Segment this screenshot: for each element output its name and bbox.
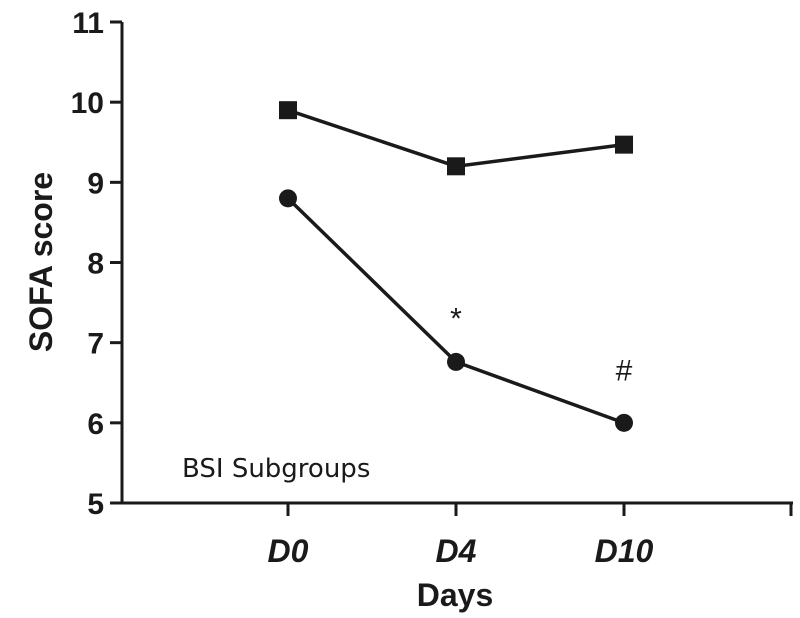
significance-marker: # — [616, 355, 633, 388]
x-axis-label: Days — [417, 577, 494, 613]
x-tick-label: D0 — [268, 533, 309, 569]
series-layer — [279, 101, 633, 432]
data-point-circle — [447, 352, 465, 371]
y-tick-label: 6 — [87, 408, 104, 441]
y-axis-label: SOFA score — [23, 172, 59, 352]
y-tick-label: 7 — [87, 328, 104, 361]
data-point-circle — [615, 413, 633, 432]
y-tick-label: 11 — [72, 7, 104, 40]
x-tick-label: D10 — [595, 533, 654, 569]
y-tick-label: 5 — [87, 488, 104, 521]
data-point-square — [447, 157, 465, 176]
data-point-square — [279, 101, 297, 120]
significance-marker: * — [450, 303, 462, 336]
series-circle — [279, 189, 633, 432]
x-axis-ticks: D0 D4 D10 — [268, 503, 793, 569]
axes — [120, 22, 793, 505]
x-tick-label: D4 — [436, 533, 477, 569]
data-point-circle — [279, 189, 297, 208]
y-tick-label: 9 — [87, 167, 104, 200]
annotations: *# — [450, 303, 633, 388]
subgroup-note: BSI Subgroups — [182, 454, 370, 484]
y-tick-label: 10 — [71, 87, 104, 120]
y-tick-label: 8 — [87, 248, 104, 281]
data-point-square — [615, 135, 633, 154]
series-square — [279, 101, 633, 176]
y-axis-ticks: 5 6 7 8 9 10 11 — [71, 7, 122, 521]
